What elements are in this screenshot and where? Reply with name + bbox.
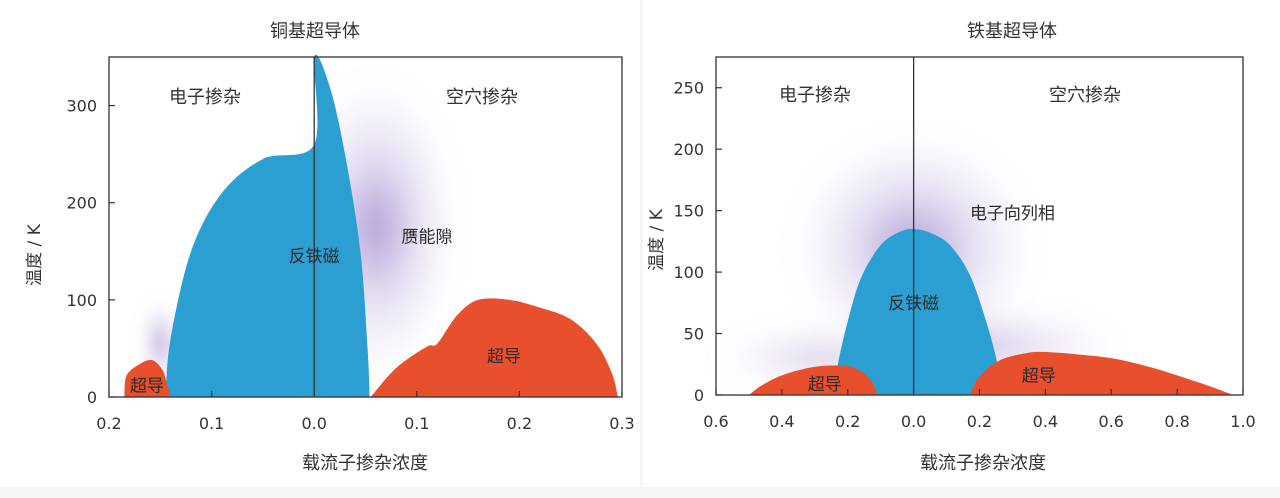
x-tick-label: 0.0 bbox=[901, 412, 926, 431]
x-tick-label: 0.2 bbox=[507, 414, 532, 433]
phase-regions bbox=[748, 228, 1234, 395]
y-ticks: 0 100 200 300 bbox=[66, 97, 115, 407]
electron-doped-label: 电子掺杂 bbox=[779, 85, 851, 106]
region-sc-electron bbox=[124, 359, 171, 397]
region-label-afm: 反铁磁 bbox=[888, 294, 939, 314]
x-axis-label: 载流子掺杂浓度 bbox=[302, 453, 428, 474]
region-label-sc-hole: 超导 bbox=[1022, 366, 1056, 386]
hole-doped-label: 空穴掺杂 bbox=[1049, 85, 1121, 106]
x-tick-label: 0.2 bbox=[96, 414, 121, 433]
x-tick-label: 0.4 bbox=[769, 412, 794, 431]
y-axis-label: 温度 / K bbox=[647, 208, 667, 271]
y-tick-label: 0 bbox=[694, 386, 704, 405]
region-afm bbox=[832, 228, 1003, 395]
region-label-afm: 反铁磁 bbox=[289, 247, 340, 267]
y-tick-label: 50 bbox=[684, 325, 704, 344]
x-ticks: 0.2 0.1 0.0 0.1 0.2 0.3 bbox=[96, 391, 635, 433]
x-tick-label: 0.1 bbox=[404, 414, 429, 433]
y-tick-label: 250 bbox=[673, 79, 704, 98]
chart-title: 铁基超导体 bbox=[967, 21, 1057, 42]
y-tick-label: 100 bbox=[673, 263, 704, 282]
x-tick-label: 0.2 bbox=[967, 412, 992, 431]
x-tick-label: 0.6 bbox=[1099, 412, 1124, 431]
chart-cuprate: 铜基超导体 0.2 0.1 0.0 0.1 0.2 0.3 0 100 200 300 电子掺杂… bbox=[25, 21, 635, 474]
x-tick-label: 0.0 bbox=[301, 414, 326, 433]
x-tick-label: 0.1 bbox=[199, 414, 224, 433]
plot-frame bbox=[108, 56, 623, 398]
region-label-sc-hole: 超导 bbox=[487, 347, 521, 367]
region-sc-electron bbox=[748, 365, 878, 395]
x-tick-label: 0.2 bbox=[835, 412, 860, 431]
region-afm bbox=[165, 54, 370, 397]
region-sc-hole bbox=[969, 351, 1234, 395]
hole-doped-label: 空穴掺杂 bbox=[446, 87, 518, 108]
chart-iron-based: 铁基超导体 0.6 0.4 0.2 0.0 0.2 0.4 0.6 0.8 1.0 0 50 100… bbox=[647, 21, 1256, 474]
x-ticks: 0.6 0.4 0.2 0.0 0.2 0.4 0.6 0.8 1.0 bbox=[703, 389, 1256, 431]
x-tick-label: 0.8 bbox=[1164, 412, 1189, 431]
annotation-label: 电子向列相 bbox=[970, 204, 1055, 224]
y-tick-label: 150 bbox=[673, 202, 704, 221]
annotation-label: 赝能隙 bbox=[402, 228, 453, 248]
x-tick-label: 0.4 bbox=[1033, 412, 1058, 431]
y-tick-label: 200 bbox=[66, 194, 97, 213]
y-tick-label: 200 bbox=[673, 140, 704, 159]
y-tick-label: 100 bbox=[66, 291, 97, 310]
region-label-sc-electron: 超导 bbox=[130, 376, 164, 396]
phase-regions bbox=[124, 54, 618, 397]
x-axis-label: 载流子掺杂浓度 bbox=[920, 453, 1046, 474]
y-tick-label: 0 bbox=[87, 388, 97, 407]
electron-doped-label: 电子掺杂 bbox=[169, 87, 241, 108]
region-sc-hole bbox=[370, 298, 618, 397]
x-tick-label: 1.0 bbox=[1230, 412, 1255, 431]
y-axis-label: 温度 / K bbox=[25, 223, 45, 286]
y-ticks: 0 50 100 150 200 250 bbox=[673, 79, 722, 405]
region-label-sc-electron: 超导 bbox=[808, 375, 842, 395]
x-tick-label: 0.6 bbox=[703, 412, 728, 431]
chart-title: 铜基超导体 bbox=[270, 21, 360, 42]
y-tick-label: 300 bbox=[66, 97, 97, 116]
x-tick-label: 0.3 bbox=[609, 414, 634, 433]
